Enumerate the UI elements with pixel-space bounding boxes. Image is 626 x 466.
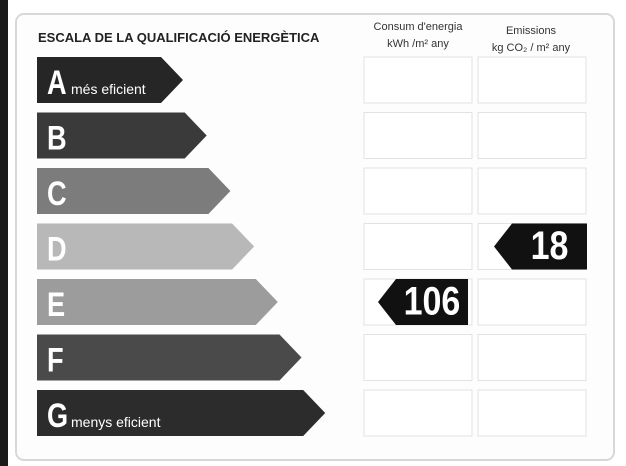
left-edge bbox=[0, 0, 8, 466]
rating-letter: G bbox=[47, 396, 68, 435]
rating-letter: C bbox=[47, 174, 67, 213]
rating-letter: B bbox=[47, 119, 67, 158]
energy-cell bbox=[363, 223, 473, 270]
energy-indicator bbox=[378, 279, 468, 325]
rating-letter: A bbox=[47, 63, 67, 102]
emissions-cell bbox=[477, 334, 587, 381]
emissions-indicator bbox=[494, 223, 587, 270]
emissions-cell bbox=[477, 167, 587, 215]
emissions-cell bbox=[477, 56, 587, 104]
rating-arrow bbox=[37, 334, 302, 381]
emissions-value: 18 bbox=[531, 222, 569, 267]
rating-arrow bbox=[37, 112, 207, 159]
energy-header: Consum d'energia bbox=[374, 21, 464, 33]
emissions-header: Emissions bbox=[506, 25, 557, 37]
rating-letter: F bbox=[47, 341, 64, 380]
rating-letter: E bbox=[47, 285, 65, 324]
emissions-cell bbox=[477, 112, 587, 159]
title: ESCALA DE LA QUALIFICACIÓ ENERGÈTICA bbox=[38, 30, 320, 45]
energy-cell bbox=[363, 334, 473, 381]
rating-arrow bbox=[37, 223, 255, 270]
energy-unit: kWh /m² any bbox=[387, 38, 449, 50]
rating-letter: D bbox=[47, 230, 67, 269]
emissions-cell bbox=[477, 389, 587, 437]
emissions-unit: kg CO₂ / m² any bbox=[492, 42, 571, 54]
rating-label: més eficient bbox=[71, 81, 146, 97]
rating-arrow bbox=[37, 168, 231, 214]
emissions-cell bbox=[477, 278, 587, 326]
energy-cell bbox=[363, 167, 473, 215]
energy-value: 106 bbox=[404, 278, 461, 323]
rating-arrow bbox=[37, 390, 326, 436]
energy-cell bbox=[363, 112, 473, 159]
energy-cell bbox=[363, 389, 473, 437]
rating-label: menys eficient bbox=[71, 414, 161, 430]
rating-arrow bbox=[37, 279, 278, 325]
rating-arrow bbox=[37, 57, 183, 103]
energy-cell bbox=[363, 56, 473, 104]
